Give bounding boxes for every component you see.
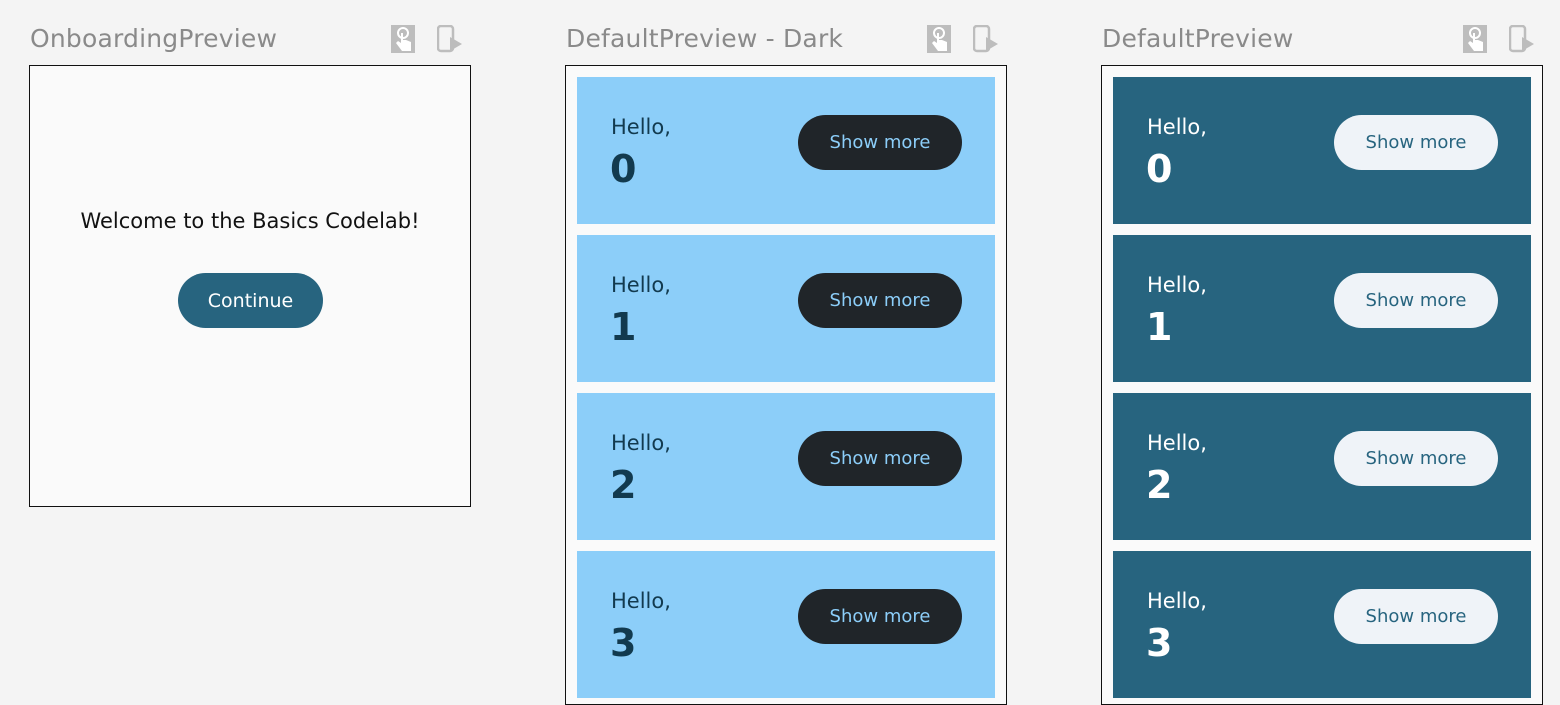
greeting-name: 2 (1146, 463, 1173, 507)
default-preview-frame: Hello, 0 Show more Hello, 1 Show more He… (1101, 65, 1543, 705)
show-more-button[interactable]: Show more (1334, 273, 1498, 328)
greeting-card: Hello, 3 Show more (577, 551, 995, 698)
greeting-name: 3 (610, 621, 637, 665)
show-more-button[interactable]: Show more (1334, 115, 1498, 170)
greeting-label: Hello, (1147, 589, 1207, 613)
greeting-label: Hello, (611, 589, 671, 613)
greeting-label: Hello, (1147, 431, 1207, 455)
greeting-name: 0 (610, 147, 637, 191)
onboarding-frame: Welcome to the Basics Codelab! Continue (29, 65, 471, 507)
preview-title: OnboardingPreview (30, 24, 278, 53)
deploy-to-device-icon[interactable] (1509, 25, 1535, 53)
deploy-to-device-icon[interactable] (973, 25, 999, 53)
greeting-label: Hello, (611, 273, 671, 297)
greeting-name: 2 (610, 463, 637, 507)
greeting-label: Hello, (1147, 115, 1207, 139)
greeting-card: Hello, 2 Show more (1113, 393, 1531, 540)
greeting-name: 1 (610, 305, 637, 349)
show-more-button[interactable]: Show more (798, 273, 962, 328)
greeting-card: Hello, 1 Show more (1113, 235, 1531, 382)
greeting-name: 1 (1146, 305, 1173, 349)
greeting-name: 0 (1146, 147, 1173, 191)
greeting-label: Hello, (1147, 273, 1207, 297)
preview-toolbar (927, 25, 999, 53)
greeting-label: Hello, (611, 115, 671, 139)
preview-toolbar (1463, 25, 1535, 53)
show-more-button[interactable]: Show more (798, 115, 962, 170)
dark-preview-frame: Hello, 0 Show more Hello, 1 Show more He… (565, 65, 1007, 705)
interactive-mode-icon[interactable] (927, 25, 953, 53)
preview-toolbar (391, 25, 463, 53)
greeting-card: Hello, 0 Show more (1113, 77, 1531, 224)
show-more-button[interactable]: Show more (798, 431, 962, 486)
interactive-mode-icon[interactable] (1463, 25, 1489, 53)
show-more-button[interactable]: Show more (1334, 589, 1498, 644)
greeting-name: 3 (1146, 621, 1173, 665)
show-more-button[interactable]: Show more (798, 589, 962, 644)
continue-button[interactable]: Continue (178, 273, 323, 328)
show-more-button[interactable]: Show more (1334, 431, 1498, 486)
greeting-label: Hello, (611, 431, 671, 455)
preview-title: DefaultPreview - Dark (566, 24, 844, 53)
preview-title: DefaultPreview (1102, 24, 1294, 53)
welcome-text: Welcome to the Basics Codelab! (80, 209, 420, 233)
greeting-card: Hello, 0 Show more (577, 77, 995, 224)
greeting-card: Hello, 2 Show more (577, 393, 995, 540)
greeting-card: Hello, 3 Show more (1113, 551, 1531, 698)
greeting-card: Hello, 1 Show more (577, 235, 995, 382)
interactive-mode-icon[interactable] (391, 25, 417, 53)
deploy-to-device-icon[interactable] (437, 25, 463, 53)
